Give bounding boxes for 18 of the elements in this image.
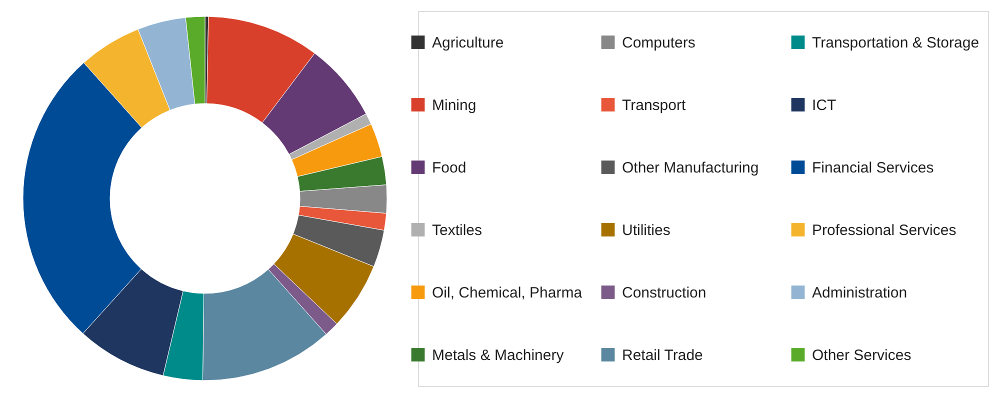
legend-label: Transport (622, 96, 686, 114)
legend-label: Agriculture (432, 34, 504, 52)
legend-label: Utilities (622, 222, 670, 239)
legend-label: Professional Services (812, 222, 956, 239)
legend-label: Construction (622, 284, 706, 302)
legend-label: Administration (812, 284, 908, 302)
legend-label: Other Manufacturing (622, 159, 759, 176)
legend-label: Textiles (432, 222, 482, 239)
legend-label: Oil, Chemical, Pharma (432, 284, 583, 302)
legend-label: Metals & Machinery (432, 346, 564, 364)
legend-label: Transportation & Storage (812, 34, 980, 52)
legend-label: Computers (622, 34, 696, 52)
legend-label: Retail Trade (622, 346, 703, 364)
legend-label: Food (432, 159, 466, 176)
legend-label: Other Services (812, 346, 912, 364)
legend-label: Financial Services (812, 159, 934, 176)
legend-label: ICT (812, 96, 836, 114)
legend-label: Mining (432, 96, 476, 114)
